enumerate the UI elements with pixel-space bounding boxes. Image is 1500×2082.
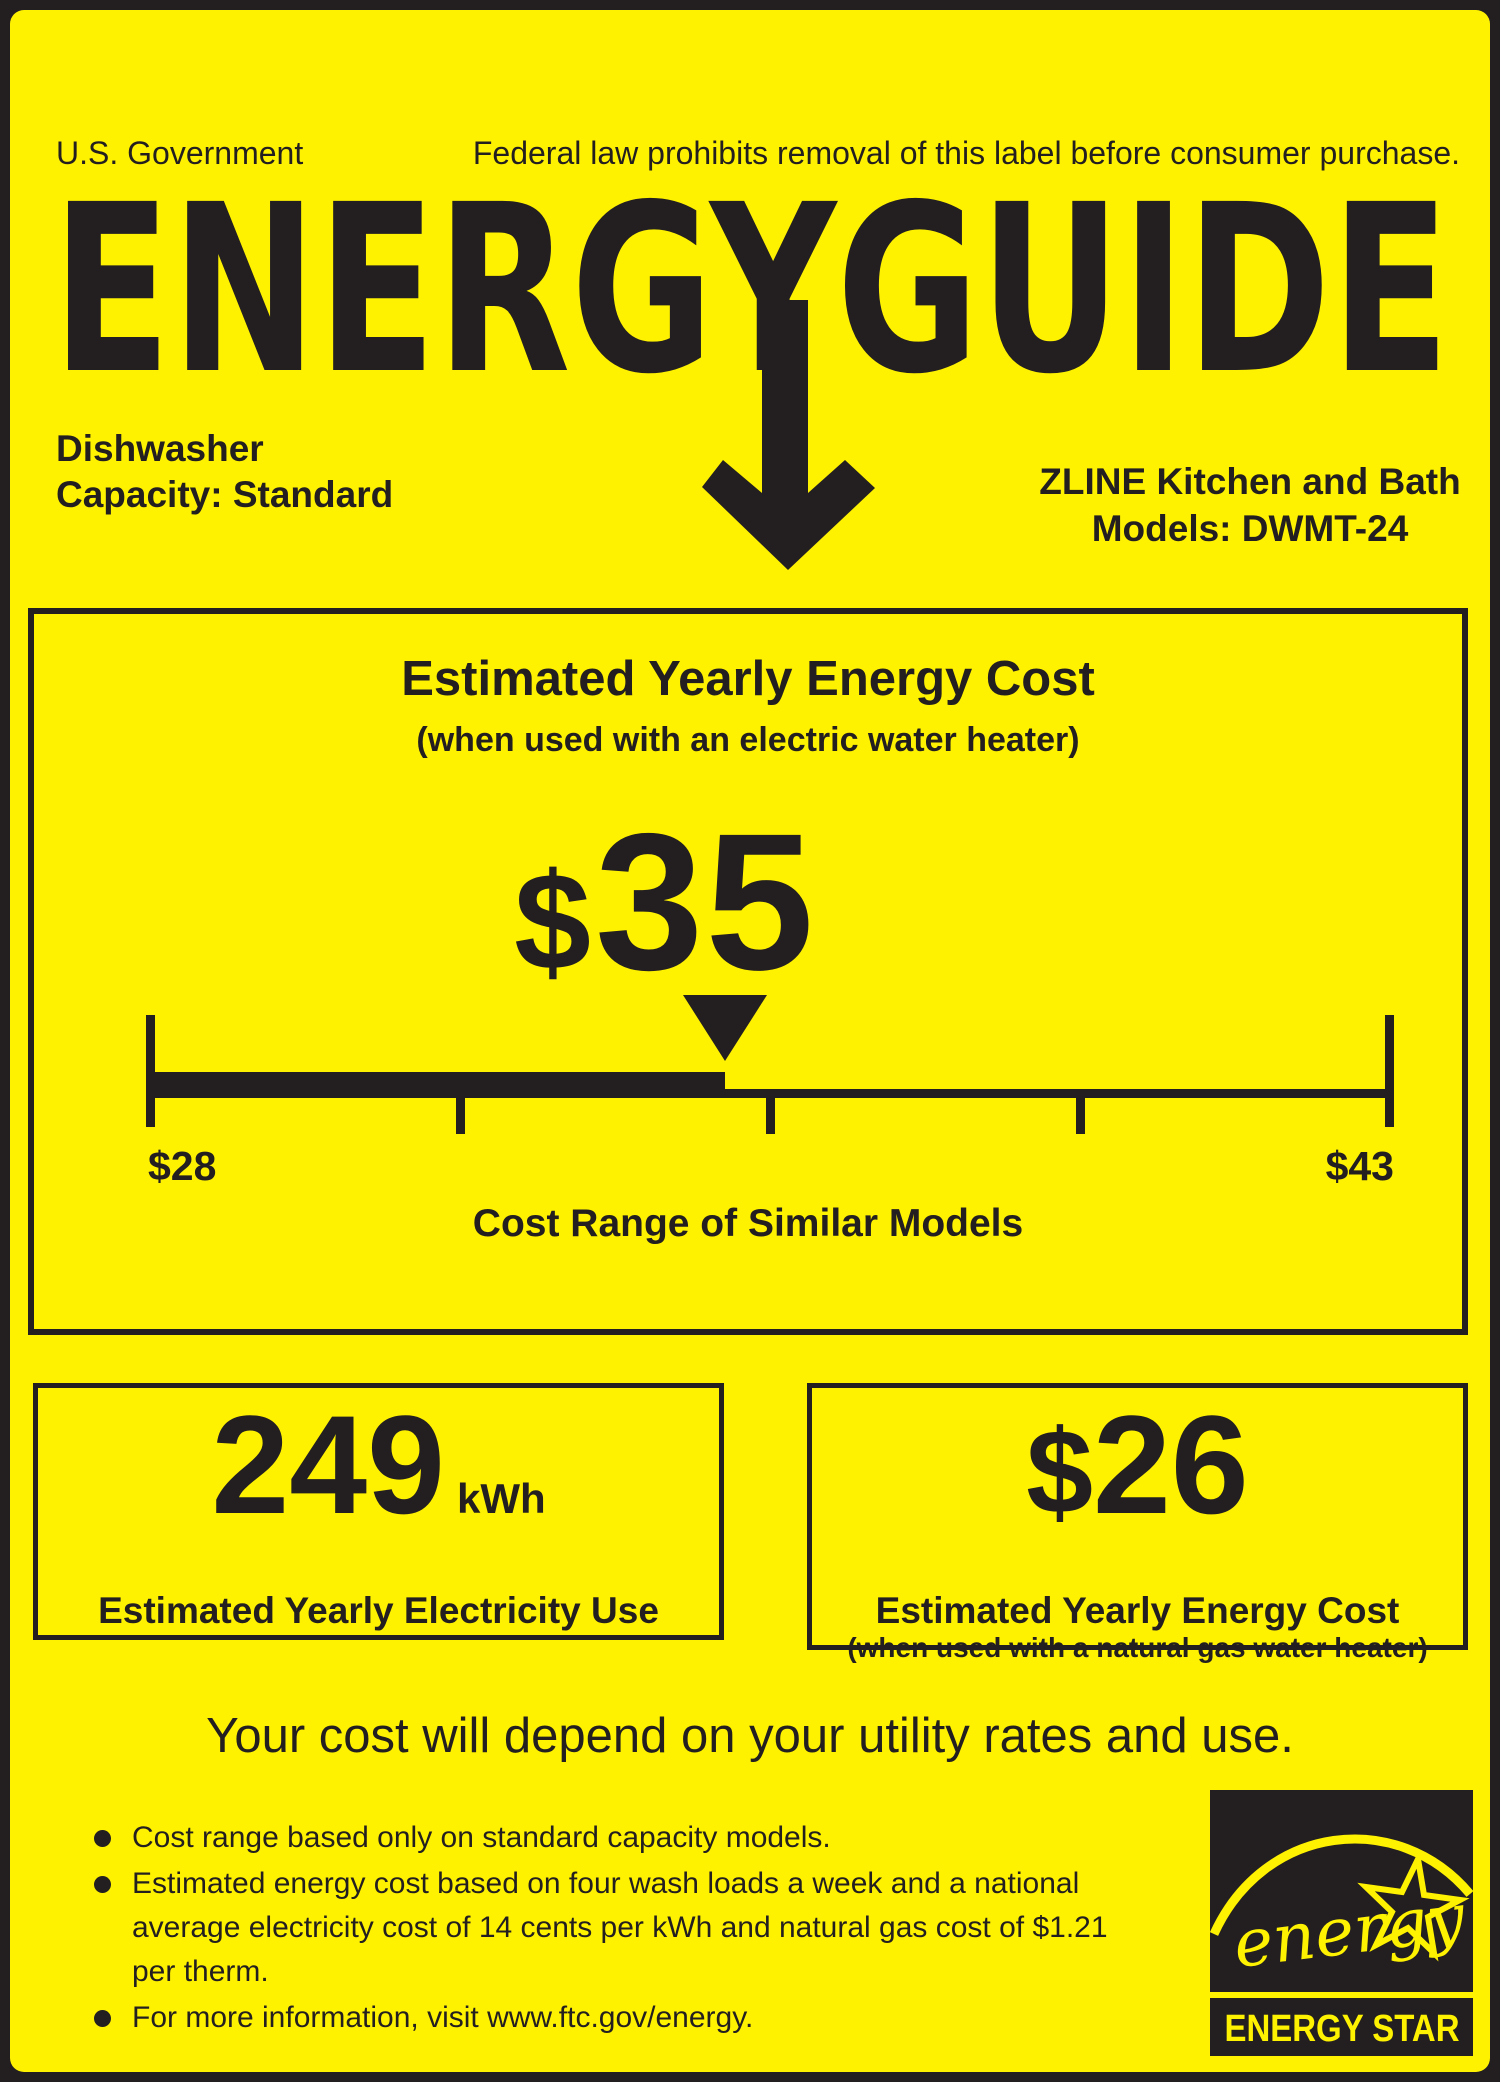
electricity-label: Estimated Yearly Electricity Use <box>98 1590 659 1631</box>
estimated-cost-title: Estimated Yearly Energy Cost <box>401 652 1095 706</box>
footnotes-list: Cost range based only on standard capaci… <box>92 1816 1192 2042</box>
estimated-cost-panel <box>28 608 1468 1335</box>
appliance-type: Dishwasher <box>56 428 264 469</box>
scale-tick <box>456 1098 465 1134</box>
electricity-use-panel: 249 kWh Estimated Yearly Electricity Use <box>33 1383 724 1640</box>
electricity-value: 249 <box>211 1386 445 1543</box>
scale-tick <box>766 1098 775 1134</box>
energy-star-logo: energy ENERGY STAR <box>1209 1790 1474 2056</box>
brand-name: ZLINE Kitchen and Bath <box>1039 461 1461 502</box>
gas-cost-sublabel: (when used with a natural gas water heat… <box>847 1632 1428 1663</box>
scale-pointer-icon <box>683 995 767 1061</box>
gas-currency-symbol: $ <box>1026 1405 1093 1539</box>
model-number: Models: DWMT-24 <box>1091 508 1409 549</box>
federal-law-notice: Federal law prohibits removal of this la… <box>472 135 1460 171</box>
scale-caption: Cost Range of Similar Models <box>472 1202 1024 1245</box>
scale-min-label: $28 <box>148 1143 217 1189</box>
cost-amount: 35 <box>594 793 816 1011</box>
energy-star-box <box>1210 1790 1473 1992</box>
scale-end-max <box>1385 1015 1394 1127</box>
yearly-cost-value: $35 <box>365 805 965 1062</box>
energyguide-logo: ENERGYGUIDE <box>52 155 1450 570</box>
energy-star-star-icon <box>1357 1849 1470 1962</box>
energy-star-arc-icon <box>1209 1834 1474 1936</box>
us-government-text: U.S. Government <box>56 135 304 171</box>
appliance-info: Dishwasher Capacity: Standard <box>56 426 393 518</box>
energy-star-wordmark: ENERGY STAR <box>1225 2008 1460 2050</box>
footnote-item: Cost range based only on standard capaci… <box>92 1816 1192 1860</box>
energyguide-label: U.S. Government Federal law prohibits re… <box>10 10 1490 2072</box>
energyguide-wordmark: ENERGYGUIDE <box>52 155 1450 425</box>
brand-info: ZLINE Kitchen and Bath Models: DWMT-24 <box>1030 458 1470 552</box>
appliance-capacity: Capacity: Standard <box>56 474 394 515</box>
currency-symbol: $ <box>514 845 595 999</box>
electricity-unit: kWh <box>456 1475 546 1522</box>
scale-baseline <box>150 1089 1390 1098</box>
gas-cost-panel: $26 Estimated Yearly Energy Cost (when u… <box>807 1383 1468 1663</box>
utility-rates-note: Your cost will depend on your utility ra… <box>206 1709 1294 1763</box>
scale-tick <box>1076 1098 1085 1134</box>
gas-cost-label: Estimated Yearly Energy Cost <box>875 1590 1400 1631</box>
footnote-item: Estimated energy cost based on four wash… <box>92 1862 1192 1994</box>
down-arrow-icon <box>702 300 875 570</box>
scale-max-label: $43 <box>1325 1143 1394 1189</box>
energy-star-bar <box>1210 1998 1473 2056</box>
scale-end-min <box>146 1015 155 1127</box>
footnote-item: For more information, visit www.ftc.gov/… <box>92 1996 1192 2040</box>
gas-cost-value: 26 <box>1093 1386 1249 1543</box>
estimated-cost-subtitle: (when used with an electric water heater… <box>416 721 1080 759</box>
